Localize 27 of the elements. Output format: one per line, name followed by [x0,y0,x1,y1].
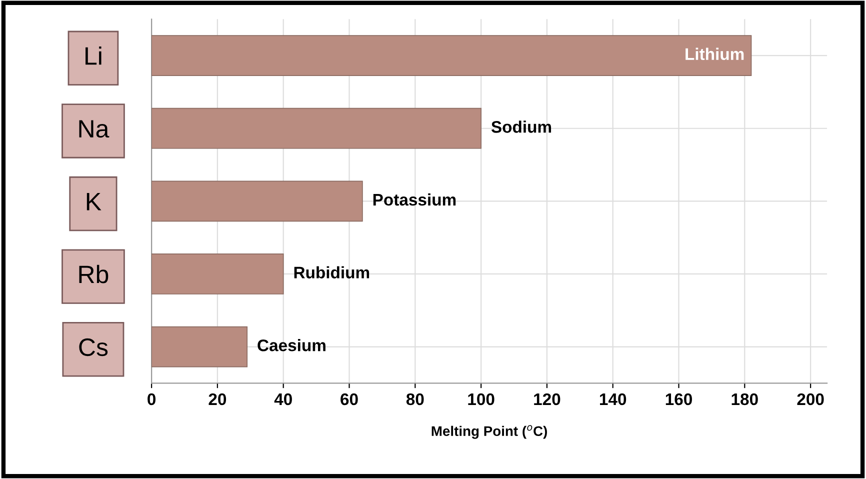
x-tick-label: 120 [534,393,560,406]
bar [152,254,284,294]
x-tick-label: 80 [406,393,424,406]
bar [152,108,482,149]
annotation: Potassium [373,193,456,206]
x-tick-label: 20 [208,393,226,406]
x-tick-label: 200 [797,393,824,406]
bar [152,326,248,368]
x-tick-label: 180 [732,393,758,406]
x-tick-label: 0 [148,393,156,406]
y-tick-label: Cs [79,338,108,356]
bar [152,35,752,76]
x-tick-label: 100 [468,393,494,406]
annotation: Lithium [686,48,744,60]
x-tick-label: 160 [666,393,692,406]
y-tick-label: Rb [79,264,108,284]
x-axis-title: Melting Point ($^{o}$C) [432,425,547,439]
y-tick-label: Li [86,46,102,65]
annotation: Sodium [491,120,552,133]
y-tick-label: Na [79,120,110,138]
y-tick-label: K [86,193,102,210]
annotation: Caesium [258,339,326,352]
x-tick-label: 40 [274,393,292,406]
x-tick-label: 140 [600,393,626,406]
annotation: Rubidium [294,266,370,278]
bar [152,180,363,222]
x-tick-label: 60 [340,393,358,406]
